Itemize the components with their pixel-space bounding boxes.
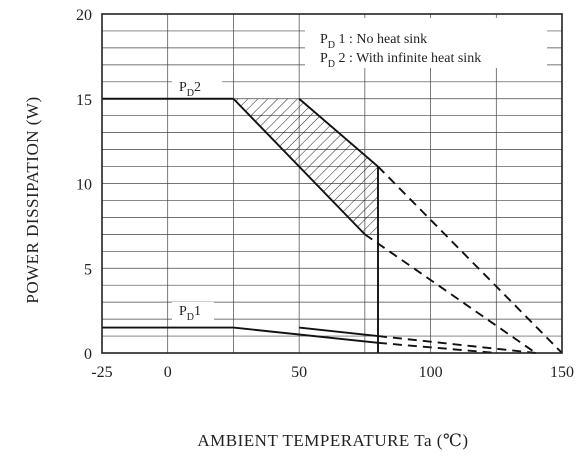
pd1-label: PD1 — [179, 304, 201, 323]
legend-entry-2: PD 2 : With infinite heat sink — [320, 51, 481, 70]
y-axis-title: POWER DISSIPATION (W) — [23, 96, 42, 303]
x-tick-label: 0 — [164, 364, 172, 381]
x-tick-labels: -25 0 50 100 150 — [91, 364, 574, 381]
x-tick-label: -25 — [91, 364, 112, 381]
y-tick-label: 0 — [84, 346, 92, 363]
x-tick-label: 100 — [419, 364, 443, 381]
curve-segment-2 — [298, 98, 379, 168]
curve-segment-10 — [377, 335, 536, 354]
y-tick-label: 15 — [76, 92, 92, 109]
x-tick-label: 150 — [550, 364, 574, 381]
legend-entry-1: PD 1 : No heat sink — [320, 32, 427, 51]
pd2-label: PD2 — [179, 80, 201, 99]
curve-segment-9 — [377, 341, 497, 354]
curve-segment-7 — [233, 326, 379, 344]
pd2-label-bg — [172, 76, 222, 95]
curve-segment-8 — [299, 326, 379, 337]
y-tick-label: 10 — [76, 177, 92, 194]
y-tick-labels: 0 5 10 15 20 — [76, 7, 92, 363]
curves — [102, 97, 563, 354]
y-tick-label: 5 — [84, 261, 92, 278]
x-tick-label: 50 — [291, 364, 307, 381]
legend-box — [305, 18, 547, 68]
curve-segment-3 — [364, 233, 537, 354]
pd1-label-bg — [172, 302, 214, 322]
y-tick-label: 20 — [76, 7, 92, 24]
plot-frame — [101, 13, 563, 354]
x-axis-title: AMBIENT TEMPERATURE Ta (℃) — [197, 431, 468, 450]
curve-segment-4 — [377, 165, 563, 354]
curve-segment-1 — [232, 98, 366, 236]
shaded-region — [233, 98, 378, 235]
